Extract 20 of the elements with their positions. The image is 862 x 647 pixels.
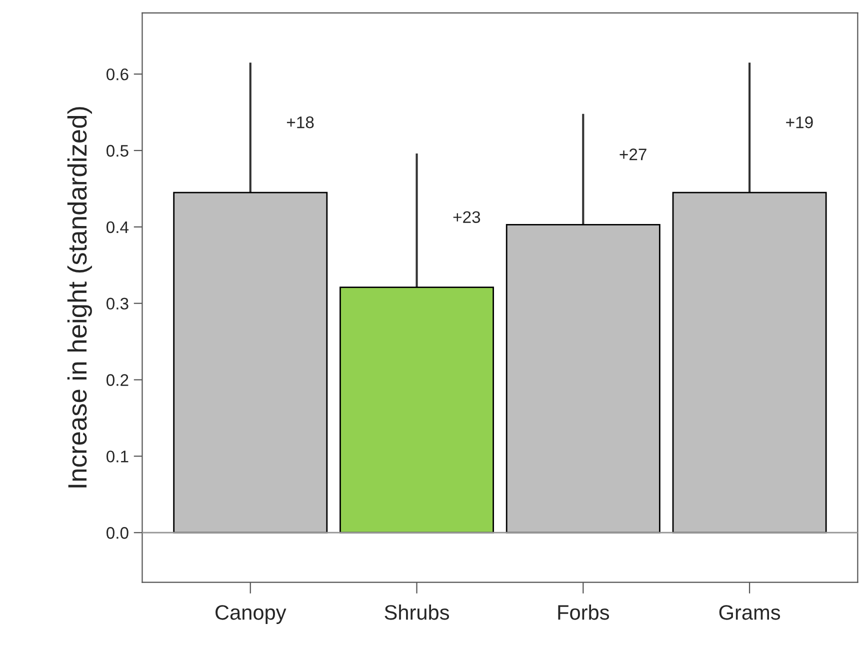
y-tick-label: 0.3 [106,298,128,310]
annotation: +18 [286,116,314,128]
y-axis-title: Increase in height (standardized) [67,107,92,488]
x-tick-label: Forbs [558,604,610,620]
y-tick-label: 0.2 [106,374,128,386]
annotation: +23 [453,211,480,223]
x-tick-label: Grams [719,605,780,620]
annotation: +27 [620,148,646,160]
bar [506,224,660,534]
y-tick-label: 0.4 [106,221,129,234]
bar [340,286,494,534]
annotation: +19 [786,116,813,128]
x-tick-label: Shrubs [384,604,450,620]
y-tick-label: 0.1 [106,450,128,462]
y-tick-label: 0.6 [106,68,128,80]
y-tick-label: 0.5 [106,144,128,157]
y-tick-label: 0.0 [106,527,128,539]
x-tick-label: Canopy [216,605,286,624]
bar [672,192,827,534]
bar [173,192,328,534]
